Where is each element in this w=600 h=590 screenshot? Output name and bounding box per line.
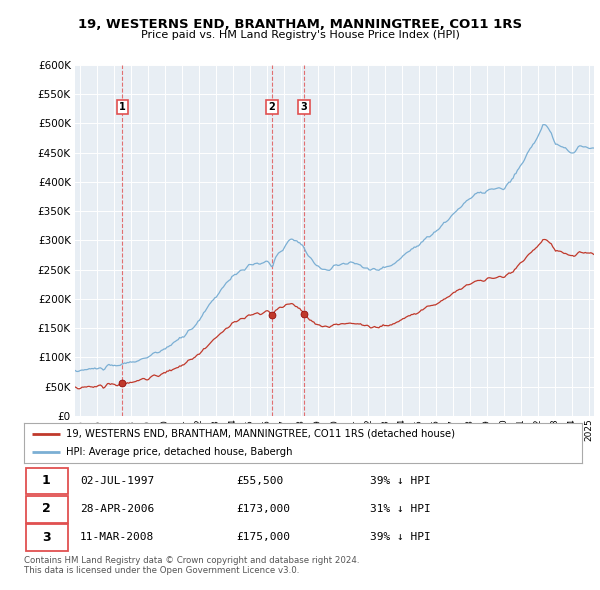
Text: 19, WESTERNS END, BRANTHAM, MANNINGTREE, CO11 1RS (detached house): 19, WESTERNS END, BRANTHAM, MANNINGTREE,…: [66, 429, 455, 439]
FancyBboxPatch shape: [26, 525, 68, 551]
Text: 3: 3: [42, 530, 50, 543]
Text: £55,500: £55,500: [236, 476, 283, 486]
FancyBboxPatch shape: [26, 496, 68, 523]
Text: 11-MAR-2008: 11-MAR-2008: [80, 532, 154, 542]
Text: 39% ↓ HPI: 39% ↓ HPI: [370, 532, 431, 542]
Text: 1: 1: [42, 474, 50, 487]
Text: 1: 1: [119, 102, 126, 112]
Text: 39% ↓ HPI: 39% ↓ HPI: [370, 476, 431, 486]
Text: £173,000: £173,000: [236, 504, 290, 514]
Text: 19, WESTERNS END, BRANTHAM, MANNINGTREE, CO11 1RS: 19, WESTERNS END, BRANTHAM, MANNINGTREE,…: [78, 18, 522, 31]
FancyBboxPatch shape: [26, 468, 68, 494]
Text: 2: 2: [42, 502, 50, 516]
Text: £175,000: £175,000: [236, 532, 290, 542]
Text: 28-APR-2006: 28-APR-2006: [80, 504, 154, 514]
Text: 3: 3: [301, 102, 307, 112]
Text: 02-JUL-1997: 02-JUL-1997: [80, 476, 154, 486]
Text: Contains HM Land Registry data © Crown copyright and database right 2024.
This d: Contains HM Land Registry data © Crown c…: [24, 556, 359, 575]
Text: HPI: Average price, detached house, Babergh: HPI: Average price, detached house, Babe…: [66, 447, 292, 457]
Text: Price paid vs. HM Land Registry's House Price Index (HPI): Price paid vs. HM Land Registry's House …: [140, 30, 460, 40]
Text: 2: 2: [269, 102, 275, 112]
Text: 31% ↓ HPI: 31% ↓ HPI: [370, 504, 431, 514]
